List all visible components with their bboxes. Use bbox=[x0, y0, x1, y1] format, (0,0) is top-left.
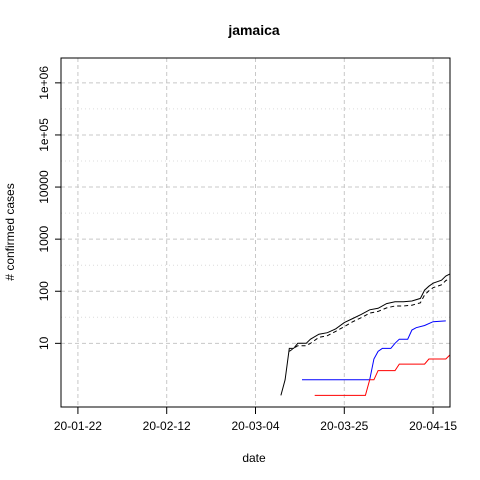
y-axis: 10 100 1000 10000 1e+05 1e+06 bbox=[37, 66, 62, 350]
chart-title: jamaica bbox=[227, 22, 280, 38]
y-tick-label: 10 bbox=[37, 336, 51, 350]
y-tick-label: 100 bbox=[37, 281, 51, 301]
series-lines bbox=[280, 273, 451, 396]
x-tick-label: 20-01-22 bbox=[54, 419, 102, 433]
x-tick-label: 20-03-04 bbox=[231, 419, 279, 433]
x-tick-label: 20-04-15 bbox=[409, 419, 457, 433]
series-line bbox=[302, 320, 446, 381]
y-tick-label: 1000 bbox=[37, 225, 51, 252]
y-axis-label: # confirmed cases bbox=[3, 183, 17, 280]
series-line bbox=[314, 354, 451, 396]
x-tick-label: 20-02-12 bbox=[143, 419, 191, 433]
x-axis: 20-01-22 20-02-12 20-03-04 20-03-25 20-04-15 bbox=[54, 406, 457, 433]
y-tick-label: 1e+05 bbox=[37, 118, 51, 152]
series-line bbox=[289, 278, 451, 352]
x-tick-label: 20-03-25 bbox=[320, 419, 368, 433]
y-tick-label: 1e+06 bbox=[37, 66, 51, 100]
series-line bbox=[280, 273, 451, 396]
x-axis-label: date bbox=[242, 451, 266, 465]
grid bbox=[61, 58, 450, 407]
y-tick-label: 10000 bbox=[37, 170, 51, 204]
